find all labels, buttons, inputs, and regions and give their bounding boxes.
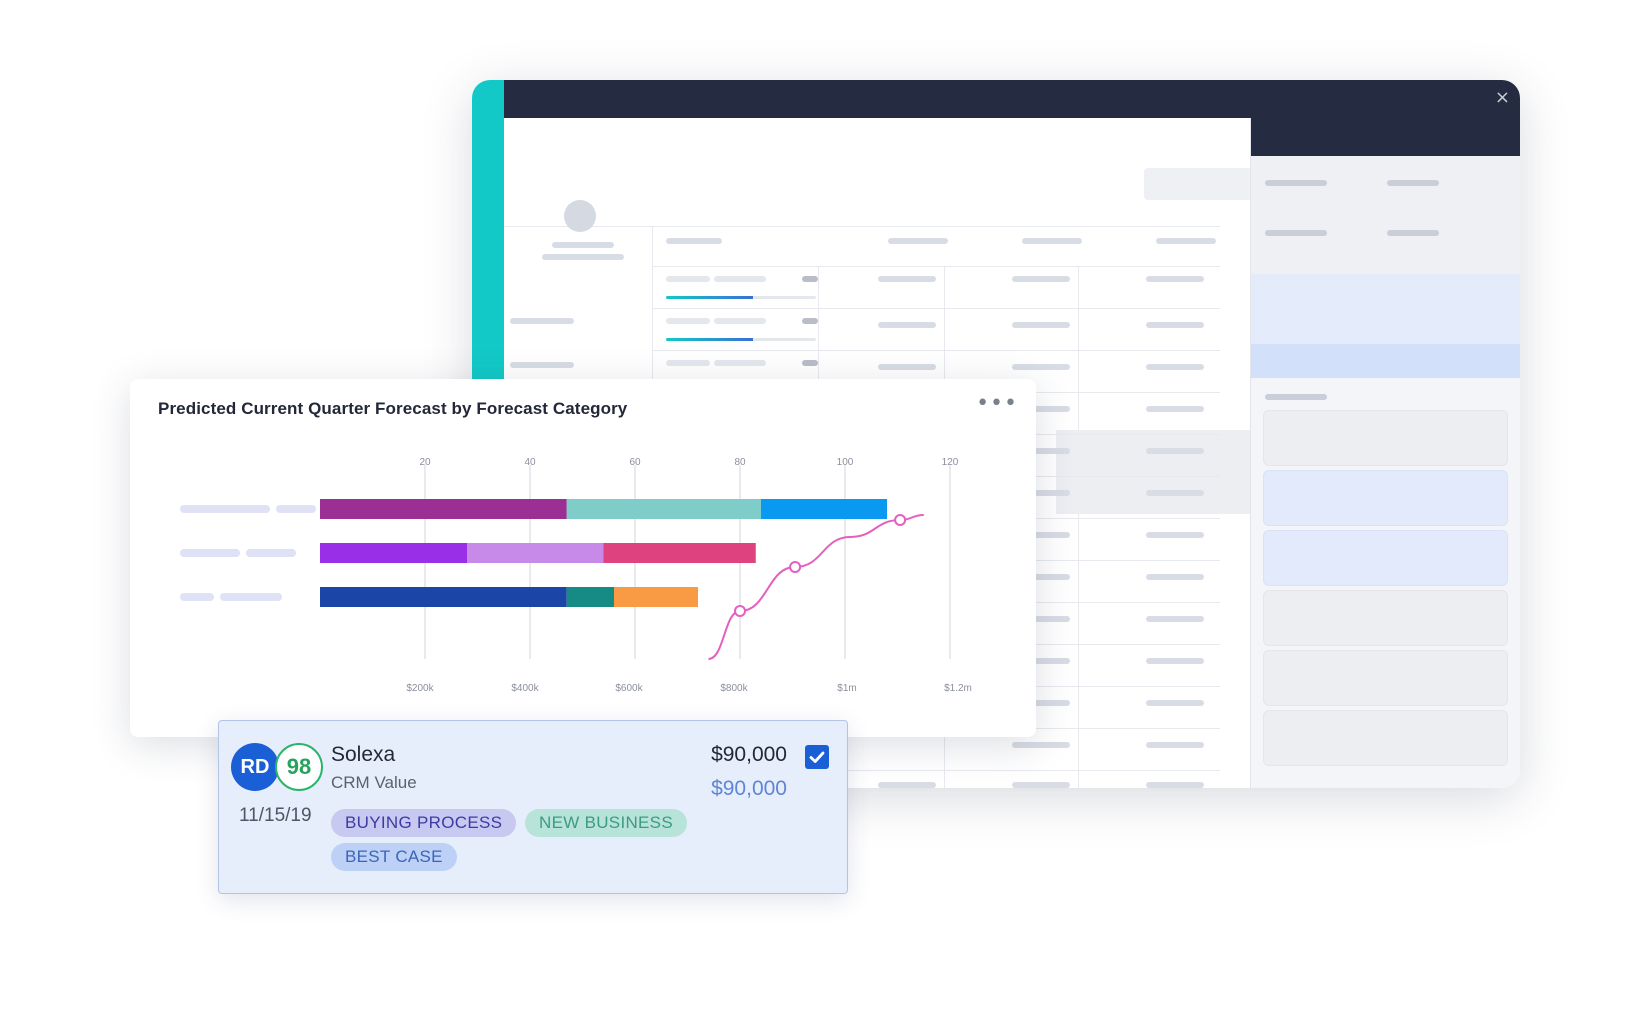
row-label-placeholder — [180, 505, 270, 513]
row-label-placeholder — [220, 593, 282, 601]
top-tick-label: 60 — [629, 457, 641, 468]
right-side-panel — [1250, 118, 1520, 788]
owner-initials-badge: RD — [231, 743, 279, 791]
top-tick-label: 20 — [419, 457, 431, 468]
tag-new-business: NEW BUSINESS — [525, 809, 687, 837]
deal-score-badge: 98 — [275, 743, 323, 791]
window-topbar: × — [504, 80, 1520, 118]
deal-subtitle: CRM Value — [331, 773, 417, 792]
more-options-icon[interactable]: ••• — [976, 391, 1018, 416]
tag-buying-process: BUYING PROCESS — [331, 809, 517, 837]
bar-segment — [603, 543, 756, 563]
row-label-placeholder — [276, 505, 316, 513]
trend-marker — [789, 561, 802, 573]
forecast-chart: 20 40 60 80 100 120 $200k $400k $600k $800k $1m $1.… — [180, 457, 972, 694]
deal-crm-amount: $90,000 — [711, 777, 787, 800]
bar-segment — [566, 587, 614, 607]
bottom-tick-label: $600k — [615, 683, 643, 694]
bottom-tick-label: $1.2m — [944, 683, 972, 694]
deal-card[interactable]: RD 98 11/15/19 Solexa CRM Value $90,000 … — [218, 720, 848, 894]
top-tick-label: 100 — [837, 457, 854, 468]
bar-segment — [320, 499, 567, 519]
top-tick-label: 120 — [942, 457, 959, 468]
row-label-placeholder — [180, 549, 240, 557]
side-card[interactable] — [1263, 590, 1508, 646]
close-icon[interactable]: × — [1494, 87, 1510, 108]
bottom-tick-label: $200k — [406, 683, 434, 694]
deal-close-date: 11/15/19 — [239, 805, 312, 826]
side-selected-row[interactable] — [1251, 344, 1520, 378]
side-card[interactable] — [1263, 410, 1508, 466]
chart-title: Predicted Current Quarter Forecast by Fo… — [158, 399, 628, 418]
bar-segment — [761, 499, 887, 519]
bar-segment — [566, 499, 761, 519]
forecast-chart-card: 20 40 60 80 100 120 $200k $400k $600k $800k $1m $1.… — [130, 379, 1036, 737]
deal-company-name: Solexa — [331, 743, 396, 766]
bar-segment — [614, 587, 698, 607]
bottom-tick-label: $400k — [511, 683, 539, 694]
deal-checkbox[interactable] — [805, 745, 829, 769]
trend-marker — [894, 514, 907, 526]
row-label-placeholder — [180, 593, 214, 601]
avatar-placeholder — [564, 200, 596, 232]
row-label-placeholder — [246, 549, 296, 557]
deal-amount: $90,000 — [711, 743, 787, 766]
bar-segment — [320, 587, 567, 607]
main-table-area — [504, 118, 1278, 788]
bottom-tick-label: $800k — [720, 683, 748, 694]
top-tick-label: 80 — [734, 457, 746, 468]
bar-segment — [467, 543, 604, 563]
checkmark-icon — [809, 751, 825, 763]
bar-segment — [320, 543, 467, 563]
forecast-trend-line — [708, 514, 924, 660]
trend-marker — [734, 605, 746, 617]
top-tick-label: 40 — [524, 457, 536, 468]
side-card[interactable] — [1263, 470, 1508, 526]
side-card[interactable] — [1263, 530, 1508, 586]
toolbar-button-placeholder[interactable] — [1144, 168, 1262, 200]
side-panel-header — [1251, 118, 1520, 156]
tag-best-case: BEST CASE — [331, 843, 457, 871]
side-card[interactable] — [1263, 650, 1508, 706]
side-card[interactable] — [1263, 710, 1508, 766]
bottom-tick-label: $1m — [837, 683, 856, 694]
